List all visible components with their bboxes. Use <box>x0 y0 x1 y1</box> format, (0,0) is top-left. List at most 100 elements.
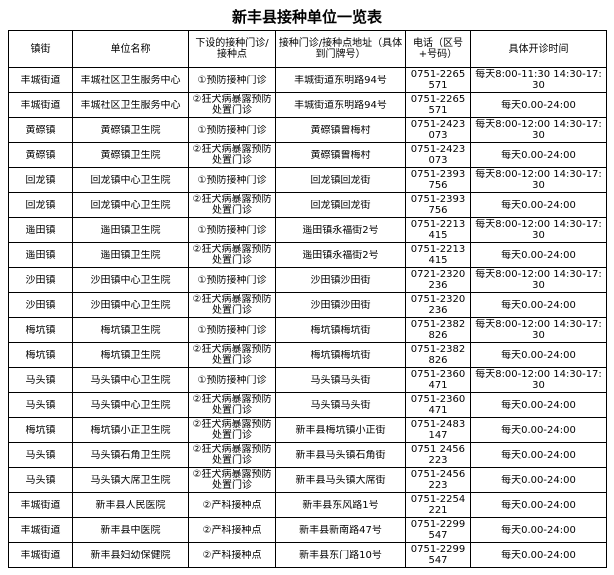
table-cell: 梅坑镇梅坑街 <box>275 342 406 368</box>
cell-text: 新丰县马头镇大席街 <box>295 474 386 486</box>
cell-text: 梅坑镇梅坑街 <box>310 349 371 361</box>
cell-text: 0751-2423073 <box>410 144 466 166</box>
table-cell: 马头镇 <box>8 442 73 468</box>
cell-text: 0751-2360471 <box>410 369 466 391</box>
table-cell: 沙田镇 <box>8 292 73 318</box>
table-cell: 遥田镇永福街2号 <box>275 242 406 268</box>
table-row: 梅坑镇 梅坑镇卫生院 ②狂犬病暴露预防处置门诊 梅坑镇梅坑街 0751-2382826 每… <box>8 342 607 368</box>
table-cell: ①预防接种门诊 <box>188 217 276 243</box>
cell-text: 0751-2360471 <box>410 394 466 416</box>
table-cell: 0751-2393756 <box>405 192 471 218</box>
table-row: 丰城街道 丰城社区卫生服务中心 ②狂犬病暴露预防处置门诊 丰城街道东明路94号 0751… <box>8 92 607 118</box>
cell-text: ②狂犬病暴露预防处置门诊 <box>192 344 272 366</box>
table-cell: 每天0.00-24:00 <box>470 442 607 468</box>
cell-text: 遥田镇 <box>25 249 56 261</box>
table-cell: 回龙镇中心卫生院 <box>72 192 189 218</box>
cell-text: 0751-2213415 <box>410 219 466 241</box>
cell-text: 丰城社区卫生服务中心 <box>80 99 181 111</box>
table-cell: ①预防接种门诊 <box>188 367 276 393</box>
cell-text: 马头镇中心卫生院 <box>90 374 171 386</box>
cell-text: ①预防接种门诊 <box>197 74 267 86</box>
column-header: 具体开诊时间 <box>470 30 607 68</box>
cell-text: 马头镇 <box>25 474 56 486</box>
table-cell: 梅坑镇卫生院 <box>72 317 189 343</box>
table-cell: 每天0.00-24:00 <box>470 417 607 443</box>
table-row: 沙田镇 沙田镇中心卫生院 ①预防接种门诊 沙田镇沙田街 0721-2320236 每天8:… <box>8 267 607 293</box>
cell-text: ②产科接种点 <box>202 499 262 511</box>
cell-text: 黄磜镇曾梅村 <box>310 149 371 161</box>
cell-text: 黄磜镇卫生院 <box>100 149 161 161</box>
header-row: 镇街 单位名称 下设的接种门诊/接种点 接种门诊/接种点地址（具体到门牌号） 电话（区号… <box>8 30 607 68</box>
cell-text: 每天0.00-24:00 <box>501 474 576 486</box>
table-cell: 丰城街道东明路94号 <box>275 92 406 118</box>
cell-text: 丰城街道 <box>20 99 61 111</box>
table-cell: 梅坑镇小正卫生院 <box>72 417 189 443</box>
table-cell: 每天8:00-12:00 14:30-17:30 <box>470 367 607 393</box>
cell-text: 回龙镇中心卫生院 <box>90 199 171 211</box>
cell-text: 每天0.00-24:00 <box>501 499 576 511</box>
table-row: 丰城街道 新丰县人民医院 ②产科接种点 新丰县东风路1号 0751-2254221 每天0… <box>8 492 607 518</box>
cell-text: 0751-2393756 <box>410 194 466 216</box>
table-cell: 马头镇 <box>8 367 73 393</box>
cell-text: 黄磜镇 <box>25 124 56 136</box>
cell-text: ①预防接种门诊 <box>197 224 267 236</box>
cell-text: 每天8:00-12:00 14:30-17:30 <box>475 169 602 191</box>
table-cell: 新丰县东风路1号 <box>275 492 406 518</box>
column-header: 下设的接种门诊/接种点 <box>188 30 276 68</box>
table-cell: 黄磜镇 <box>8 117 73 143</box>
table-cell: 沙田镇中心卫生院 <box>72 267 189 293</box>
cell-text: ①预防接种门诊 <box>197 174 267 186</box>
cell-text: 马头镇 <box>25 449 56 461</box>
table-cell: 新丰县梅坑镇小正街 <box>275 417 406 443</box>
table-cell: 黄磜镇 <box>8 142 73 168</box>
cell-text: ②狂犬病暴露预防处置门诊 <box>192 94 272 116</box>
table-cell: 每天0.00-24:00 <box>470 342 607 368</box>
cell-text: 沙田镇沙田街 <box>310 274 371 286</box>
table-cell: 遥田镇卫生院 <box>72 217 189 243</box>
cell-text: 每天0.00-24:00 <box>501 249 576 261</box>
table-cell: 遥田镇卫生院 <box>72 242 189 268</box>
title: 新丰县接种单位一览表 <box>231 8 382 26</box>
cell-text: 新丰县妇幼保健院 <box>90 549 171 561</box>
table-cell: 马头镇大席卫生院 <box>72 467 189 493</box>
table-cell: 马头镇马头街 <box>275 367 406 393</box>
cell-text: 丰城街道 <box>20 524 61 536</box>
table-row: 遥田镇 遥田镇卫生院 ②狂犬病暴露预防处置门诊 遥田镇永福街2号 0751-221341… <box>8 242 607 268</box>
table-cell: 黄磜镇曾梅村 <box>275 117 406 143</box>
cell-text: 马头镇石角卫生院 <box>90 449 171 461</box>
table-cell: 0751-2382826 <box>405 317 471 343</box>
table-cell: 丰城街道东明路94号 <box>275 67 406 93</box>
table-cell: 沙田镇中心卫生院 <box>72 292 189 318</box>
cell-text: ②狂犬病暴露预防处置门诊 <box>192 394 272 416</box>
table-cell: 0751-2382826 <box>405 342 471 368</box>
cell-text: 沙田镇沙田街 <box>310 299 371 311</box>
cell-text: 马头镇马头街 <box>310 374 371 386</box>
table-row: 马头镇 马头镇中心卫生院 ②狂犬病暴露预防处置门诊 马头镇马头街 0751-236047… <box>8 392 607 418</box>
table-cell: 新丰县新南路47号 <box>275 517 406 543</box>
table-cell: 黄磜镇卫生院 <box>72 117 189 143</box>
cell-text: 梅坑镇 <box>25 349 56 361</box>
table-cell: 每天0.00-24:00 <box>470 542 607 568</box>
table-cell: 丰城街道 <box>8 492 73 518</box>
cell-text: 每天0.00-24:00 <box>501 299 576 311</box>
table-cell: 0751-2360471 <box>405 392 471 418</box>
cell-text: ①预防接种门诊 <box>197 374 267 386</box>
cell-text: 梅坑镇小正卫生院 <box>90 424 171 436</box>
cell-text: 0751-2393756 <box>410 169 466 191</box>
table-cell: 每天0.00-24:00 <box>470 142 607 168</box>
table-row: 丰城街道 丰城社区卫生服务中心 ①预防接种门诊 丰城街道东明路94号 0751-2265… <box>8 67 607 93</box>
table-cell: ②产科接种点 <box>188 542 276 568</box>
table-cell: 回龙镇 <box>8 167 73 193</box>
cell-text: 每天0.00-24:00 <box>501 399 576 411</box>
table-cell: 0751-2299547 <box>405 542 471 568</box>
cell-text: 梅坑镇梅坑街 <box>310 324 371 336</box>
table-cell: 丰城街道 <box>8 542 73 568</box>
cell-text: 丰城社区卫生服务中心 <box>80 74 181 86</box>
cell-text: 沙田镇中心卫生院 <box>90 299 171 311</box>
table-cell: 马头镇 <box>8 392 73 418</box>
table-cell: 梅坑镇 <box>8 317 73 343</box>
table-cell: ①预防接种门诊 <box>188 167 276 193</box>
cell-text: ②产科接种点 <box>202 524 262 536</box>
table-cell: 0751-2299547 <box>405 517 471 543</box>
cell-text: 马头镇 <box>25 399 56 411</box>
